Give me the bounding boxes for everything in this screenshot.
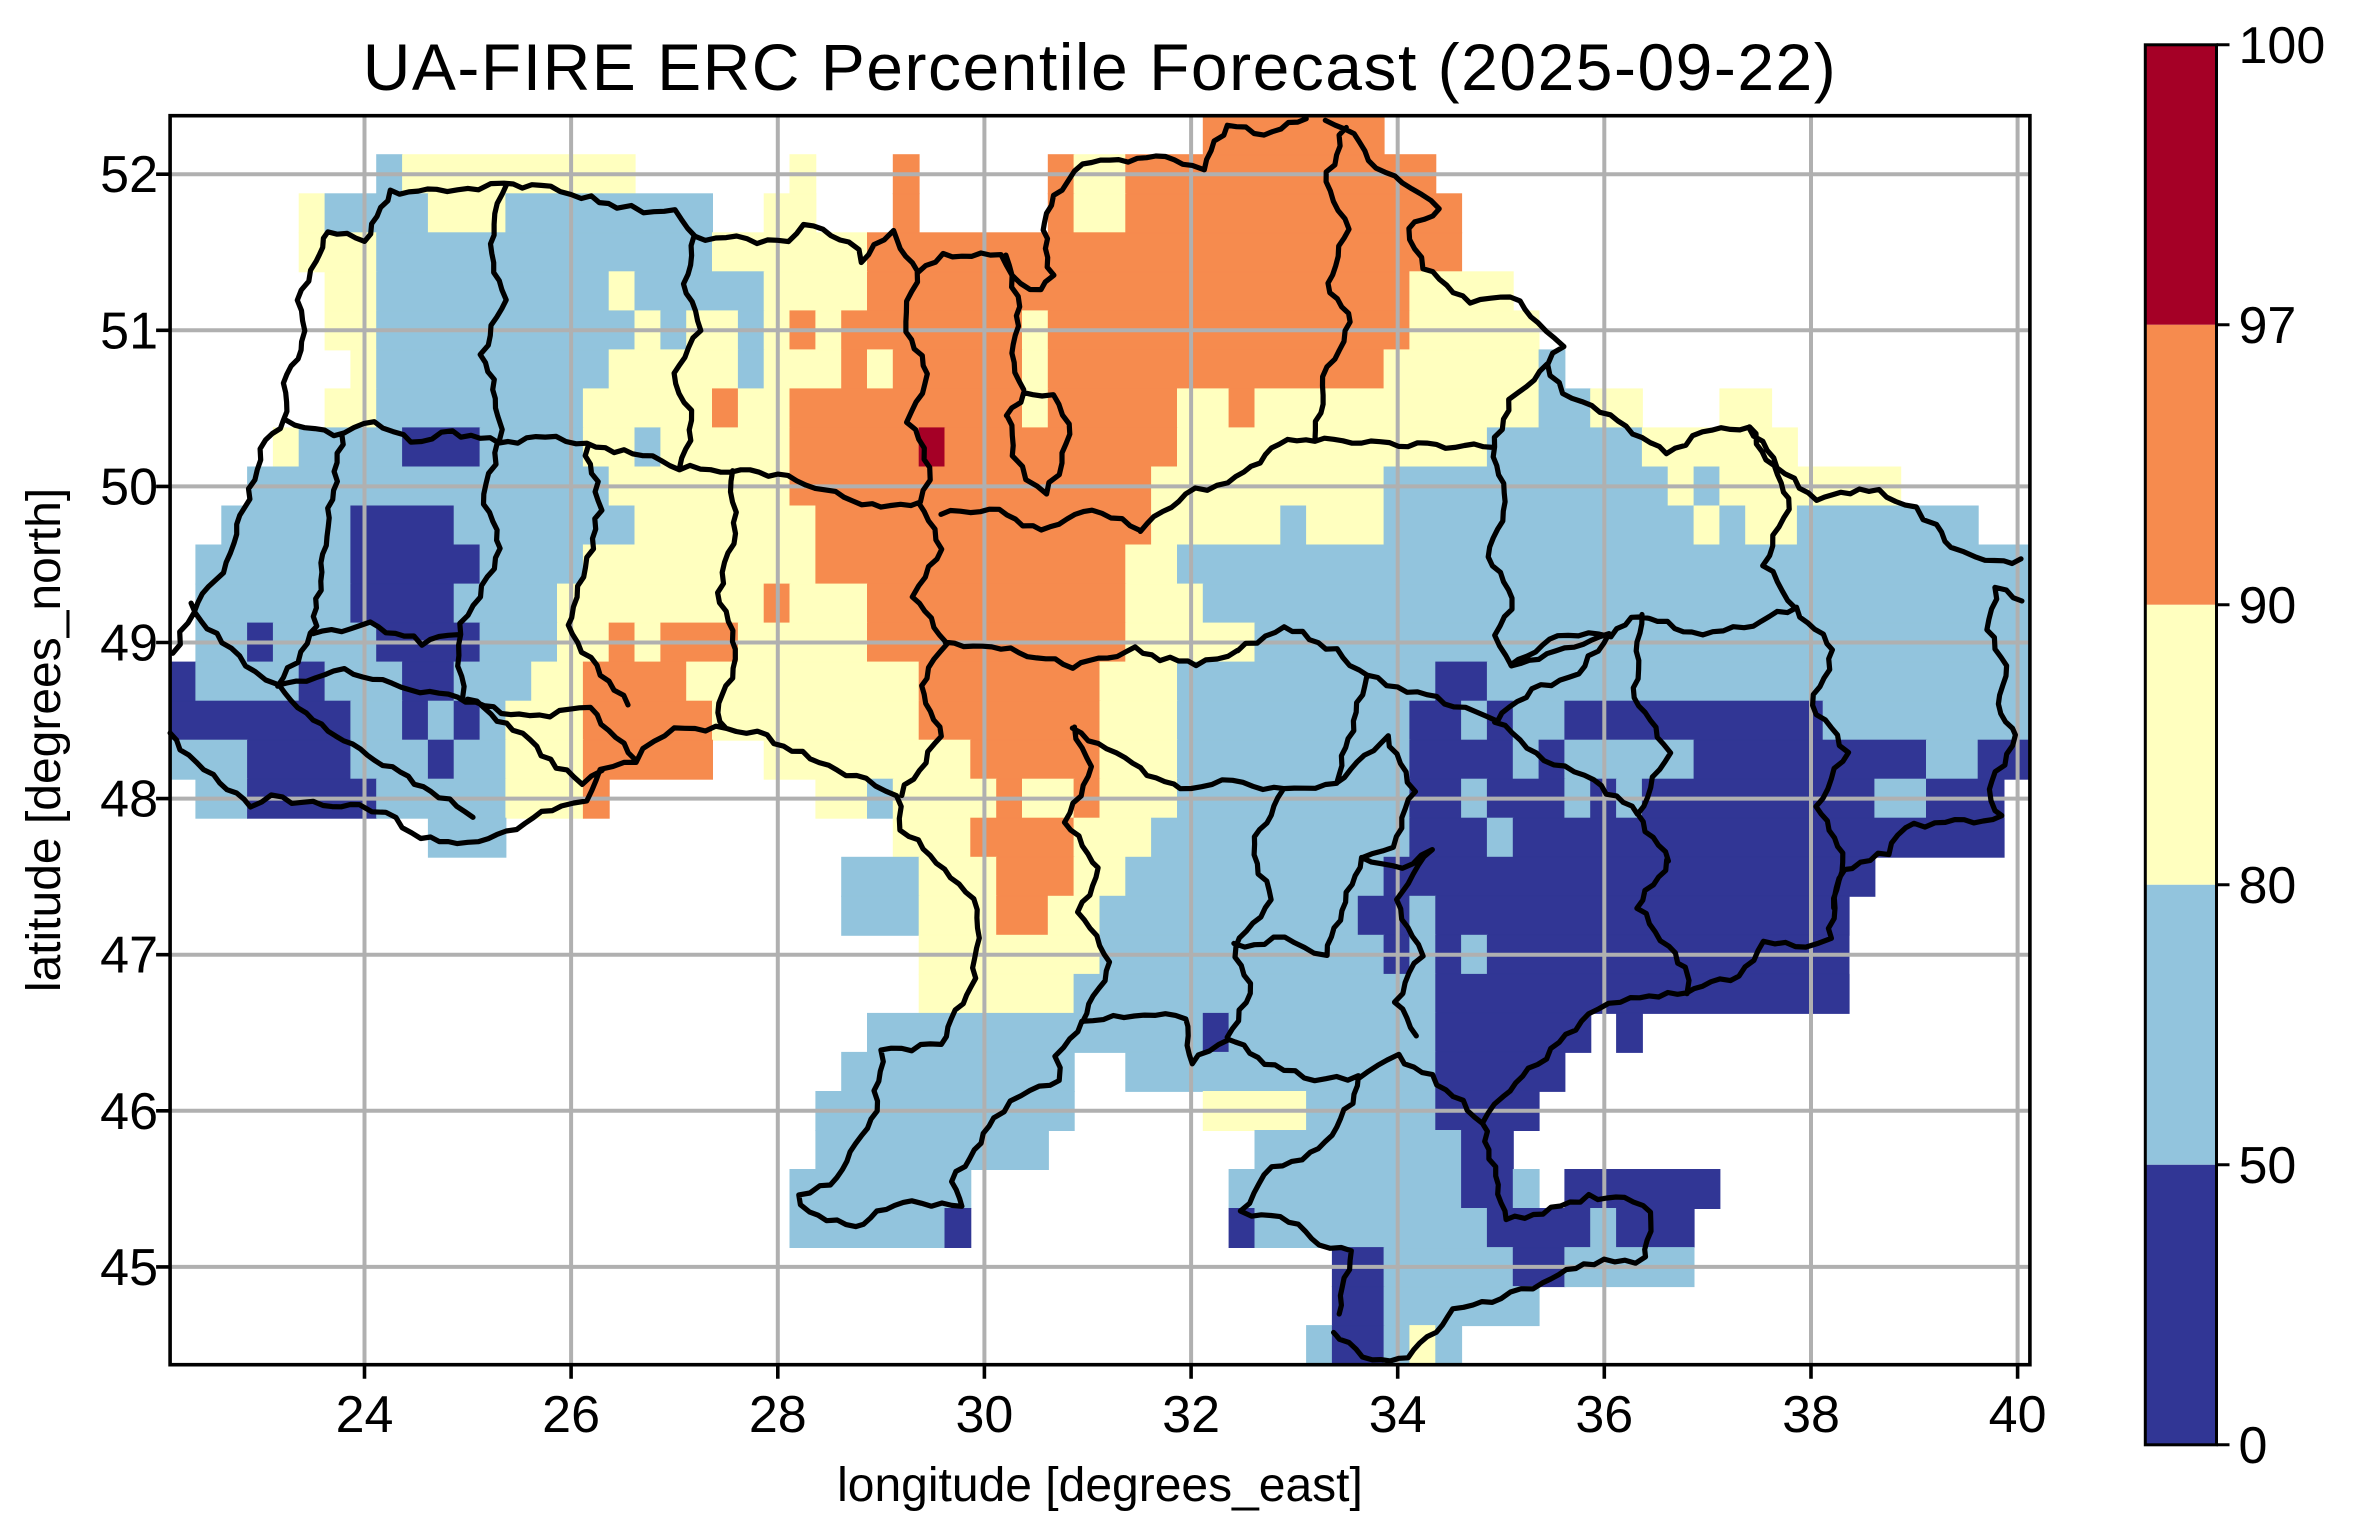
svg-text:47: 47: [100, 927, 158, 985]
svg-text:100: 100: [2239, 17, 2326, 75]
svg-text:28: 28: [749, 1386, 807, 1444]
svg-text:51: 51: [100, 302, 158, 360]
svg-text:50: 50: [100, 458, 158, 516]
svg-text:36: 36: [1575, 1386, 1633, 1444]
svg-text:38: 38: [1782, 1386, 1840, 1444]
svg-text:45: 45: [100, 1239, 158, 1297]
svg-text:32: 32: [1162, 1386, 1220, 1444]
svg-text:97: 97: [2239, 297, 2297, 355]
svg-text:50: 50: [2239, 1137, 2297, 1195]
svg-text:latitude [degrees_north]: latitude [degrees_north]: [18, 488, 71, 992]
svg-text:90: 90: [2239, 577, 2297, 635]
svg-text:46: 46: [100, 1083, 158, 1141]
svg-text:30: 30: [955, 1386, 1013, 1444]
svg-text:48: 48: [100, 771, 158, 829]
svg-text:UA-FIRE ERC Percentile Forecas: UA-FIRE ERC Percentile Forecast (2025-09…: [363, 30, 1838, 104]
svg-text:longitude [degrees_east]: longitude [degrees_east]: [837, 1459, 1363, 1512]
svg-text:52: 52: [100, 146, 158, 204]
svg-text:40: 40: [1989, 1386, 2047, 1444]
svg-text:24: 24: [336, 1386, 394, 1444]
svg-text:26: 26: [542, 1386, 600, 1444]
svg-text:80: 80: [2239, 857, 2297, 915]
svg-text:49: 49: [100, 615, 158, 673]
svg-text:34: 34: [1369, 1386, 1427, 1444]
svg-text:0: 0: [2239, 1417, 2268, 1475]
